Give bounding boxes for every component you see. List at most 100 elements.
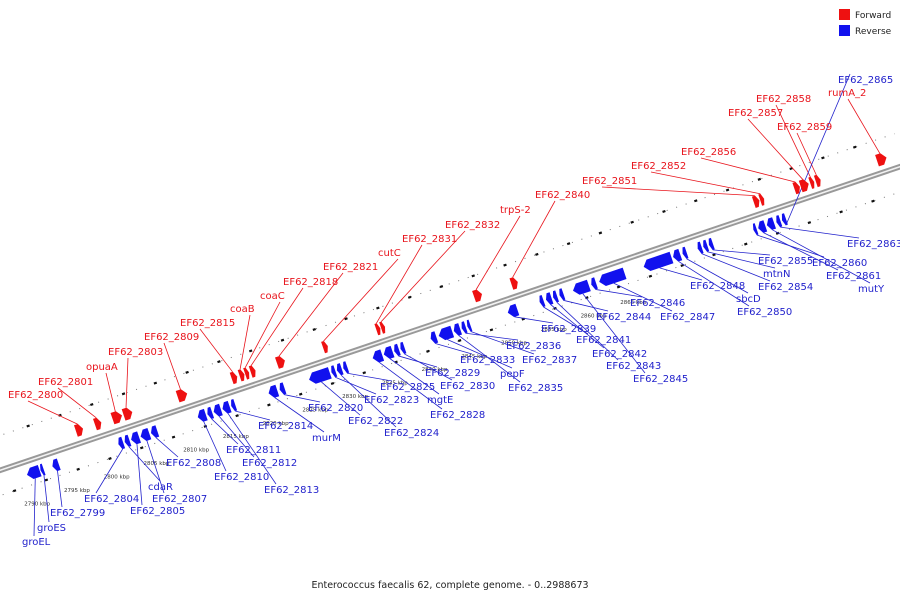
label-muty[interactable]: mutY [858,284,885,295]
gene-ef62-2810[interactable] [197,408,208,422]
gene-mgte[interactable] [383,345,395,359]
gene-ef62-2829[interactable] [394,343,401,356]
gene-ef62-2858[interactable] [808,176,815,189]
label-ef62-2805[interactable]: EF62_2805 [130,506,185,517]
label-ef62-2828[interactable]: EF62_2828 [430,410,485,421]
label-cutc[interactable]: cutC [378,248,401,259]
label-ef62-2803[interactable]: EF62_2803 [108,347,163,358]
label-ef62-2831[interactable]: EF62_2831 [402,234,457,245]
label-ef62-2851[interactable]: EF62_2851 [582,176,637,187]
label-ef62-2846[interactable]: EF62_2846 [630,298,685,309]
gene-ef62-2823[interactable] [331,365,338,378]
label-ef62-2844[interactable]: EF62_2844 [596,312,651,323]
gene-ef62-2859[interactable] [813,174,821,188]
gene-ef62-2845[interactable] [573,279,591,295]
gene-ef62-2805[interactable] [131,431,141,445]
gene-ef62-2865[interactable] [781,213,788,226]
label-ef62-2804[interactable]: EF62_2804 [84,494,139,505]
label-ef62-2847[interactable]: EF62_2847 [660,312,715,323]
label-ef62-2842[interactable]: EF62_2842 [592,349,647,360]
gene-ef62-2833[interactable] [430,331,439,344]
gene-ef62-2818[interactable] [248,365,256,378]
gene-ef62-2820[interactable] [279,382,287,395]
gene-ef62-2857[interactable] [798,179,809,193]
label-ef62-2839[interactable]: EF62_2839 [541,324,596,335]
label-ef62-2800[interactable]: EF62_2800 [8,390,63,401]
label-ruma-2[interactable]: rumA_2 [828,88,866,99]
gene-ef62-2835[interactable] [453,323,462,336]
gene-ef62-2848[interactable] [643,251,674,271]
label-ef62-2811[interactable]: EF62_2811 [226,445,281,456]
gene-ef62-2831[interactable] [374,323,381,336]
gene-ef62-2804[interactable] [118,436,126,450]
gene-mtnn[interactable] [703,239,710,252]
gene-cdar[interactable] [124,434,132,447]
label-ef62-2821[interactable]: EF62_2821 [323,262,378,273]
gene-ef62-2860[interactable] [752,223,759,236]
label-ef62-2856[interactable]: EF62_2856 [681,147,736,158]
label-ef62-2829[interactable]: EF62_2829 [425,368,480,379]
label-ef62-2807[interactable]: EF62_2807 [152,494,207,505]
gene-ef62-2847[interactable] [599,267,627,286]
label-ef62-2859[interactable]: EF62_2859 [777,122,832,133]
label-mtnn[interactable]: mtnN [763,269,790,280]
label-ef62-2818[interactable]: EF62_2818 [283,277,338,288]
gene-coab[interactable] [237,369,245,382]
label-ef62-2830[interactable]: EF62_2830 [440,381,495,392]
gene-muty[interactable] [766,217,776,230]
gene-trps-2[interactable] [472,289,482,303]
label-ef62-2824[interactable]: EF62_2824 [384,428,439,439]
gene-sbcd[interactable] [682,246,689,259]
label-ef62-2833[interactable]: EF62_2833 [460,355,515,366]
label-ef62-2813[interactable]: EF62_2813 [264,485,319,496]
label-groes[interactable]: groES [37,523,66,534]
gene-opuaa[interactable] [110,411,123,425]
label-ef62-2858[interactable]: EF62_2858 [756,94,811,105]
gene-ef62-2808[interactable] [151,425,160,438]
label-ef62-2822[interactable]: EF62_2822 [348,416,403,427]
gene-ef62-2842[interactable] [546,292,554,305]
gene-ef62-2837[interactable] [466,319,473,332]
label-ef62-2812[interactable]: EF62_2812 [242,458,297,469]
label-ef62-2809[interactable]: EF62_2809 [144,332,199,343]
label-coac[interactable]: coaC [260,291,285,302]
gene-ef62-2828[interactable] [372,349,385,363]
gene-ef62-2814[interactable] [231,399,238,412]
label-groel[interactable]: groEL [22,537,51,548]
gene-groes[interactable] [40,463,46,476]
gene-ruma-2[interactable] [875,153,887,167]
gene-groel[interactable] [27,465,42,479]
label-ef62-2836[interactable]: EF62_2836 [506,341,561,352]
label-trps-2[interactable]: trpS-2 [500,205,531,216]
label-ef62-2835[interactable]: EF62_2835 [508,383,563,394]
gene-ef62-2836[interactable] [461,321,468,334]
label-ef62-2854[interactable]: EF62_2854 [758,282,813,293]
gene-ef62-2809[interactable] [175,389,188,403]
label-ef62-2865[interactable]: EF62_2865 [838,75,893,86]
gene-ef62-2863[interactable] [776,215,783,228]
label-ef62-2852[interactable]: EF62_2852 [631,161,686,172]
label-ef62-2850[interactable]: EF62_2850 [737,307,792,318]
gene-ef62-2851[interactable] [751,195,760,208]
label-ef62-2808[interactable]: EF62_2808 [166,458,221,469]
label-ef62-2841[interactable]: EF62_2841 [576,335,631,346]
label-mgte[interactable]: mgtE [427,395,453,406]
gene-ef62-2861[interactable] [758,220,768,233]
label-ef62-2820[interactable]: EF62_2820 [308,403,363,414]
gene-ef62-2822[interactable] [309,367,332,384]
label-ef62-2799[interactable]: EF62_2799 [50,508,105,519]
label-coab[interactable]: coaB [230,304,255,315]
label-ef62-2840[interactable]: EF62_2840 [535,190,590,201]
label-sbcd[interactable]: sbcD [736,294,761,305]
gene-coac[interactable] [243,367,250,380]
gene-ef62-2812[interactable] [213,403,223,417]
gene-ef62-2843[interactable] [553,290,559,303]
gene-pepf[interactable] [438,325,455,341]
label-cdar[interactable]: cdaR [148,482,173,493]
gene-ef62-2855[interactable] [708,237,715,250]
label-ef62-2845[interactable]: EF62_2845 [633,374,688,385]
label-ef62-2801[interactable]: EF62_2801 [38,377,93,388]
gene-ef62-2800[interactable] [74,424,83,437]
gene-ef62-2850[interactable] [673,248,683,262]
gene-ef62-2811[interactable] [207,406,215,419]
